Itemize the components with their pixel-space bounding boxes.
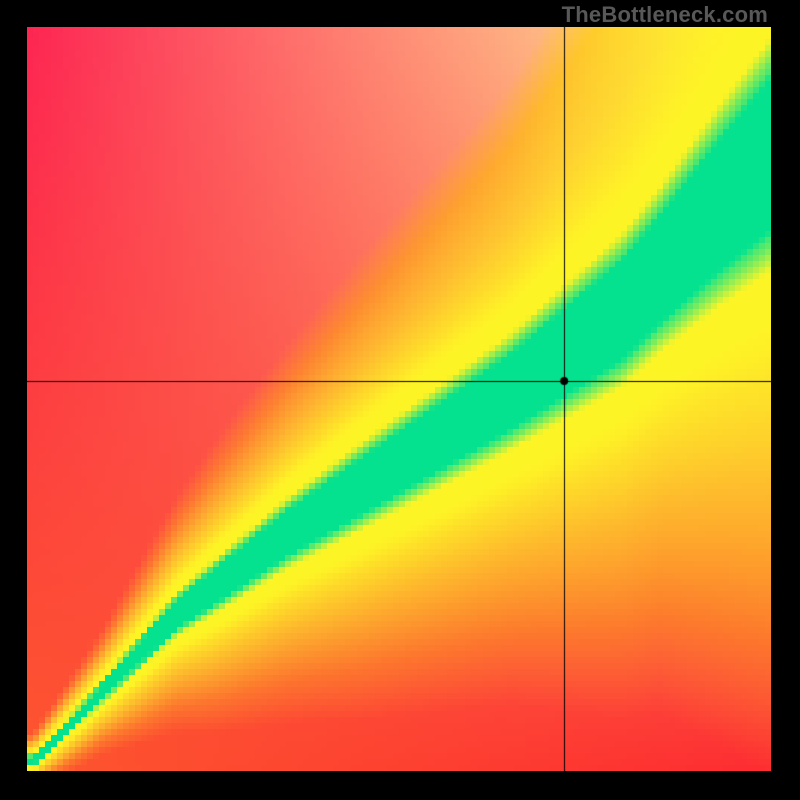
- heatmap-canvas: [27, 27, 771, 771]
- watermark-label: TheBottleneck.com: [562, 2, 768, 28]
- chart-container: TheBottleneck.com: [0, 0, 800, 800]
